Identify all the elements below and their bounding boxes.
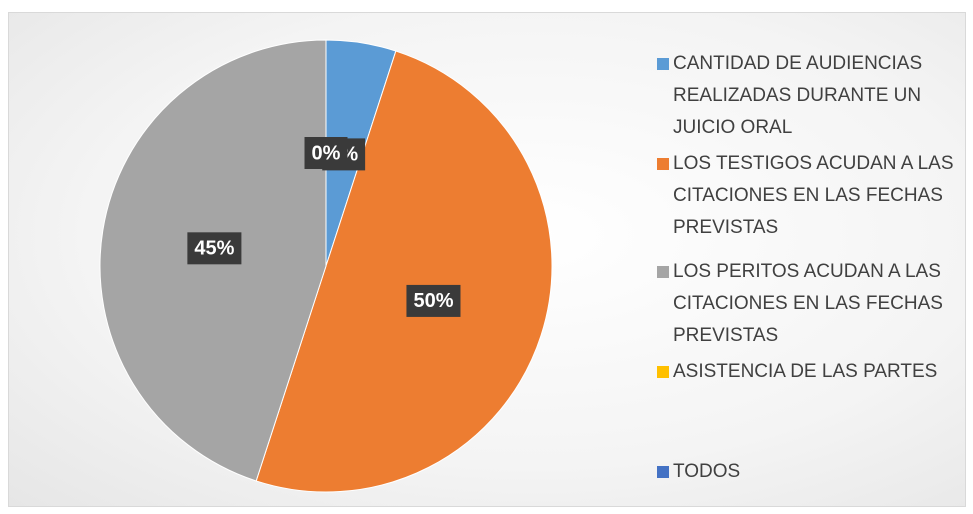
legend-swatch	[657, 266, 669, 278]
legend-item: LOS PERITOS ACUDAN A LAS CITACIONES EN L…	[657, 256, 957, 352]
data-label-box	[406, 284, 461, 317]
legend-item: LOS TESTIGOS ACUDAN A LAS CITACIONES EN …	[657, 148, 957, 244]
legend-item: ASISTENCIA DE LAS PARTES	[657, 356, 957, 388]
legend-label: TODOS	[673, 461, 741, 482]
data-label: 0%	[304, 137, 348, 169]
data-label-box	[304, 137, 348, 169]
legend-swatch	[657, 466, 669, 478]
data-label-text: 45%	[194, 238, 234, 260]
data-label-box	[187, 232, 242, 265]
legend-swatch	[657, 158, 669, 170]
legend-item: CANTIDAD DE AUDIENCIAS REALIZADAS DURANT…	[657, 48, 957, 144]
data-label-text: 50%	[413, 290, 453, 312]
legend-label: ASISTENCIA DE LAS PARTES	[673, 361, 938, 382]
data-label: 45%	[187, 232, 242, 265]
data-label-text: 0%	[312, 142, 341, 164]
legend-label: LOS PERITOS ACUDAN A LAS CITACIONES EN L…	[673, 261, 943, 346]
legend-label: LOS TESTIGOS ACUDAN A LAS CITACIONES EN …	[673, 153, 954, 238]
data-label: 50%	[406, 284, 461, 317]
legend-item: TODOS	[657, 456, 957, 488]
pie-slice	[255, 50, 553, 493]
legend-swatch	[657, 366, 669, 378]
legend-label: CANTIDAD DE AUDIENCIAS REALIZADAS DURANT…	[673, 53, 923, 138]
legend-swatch	[657, 58, 669, 70]
